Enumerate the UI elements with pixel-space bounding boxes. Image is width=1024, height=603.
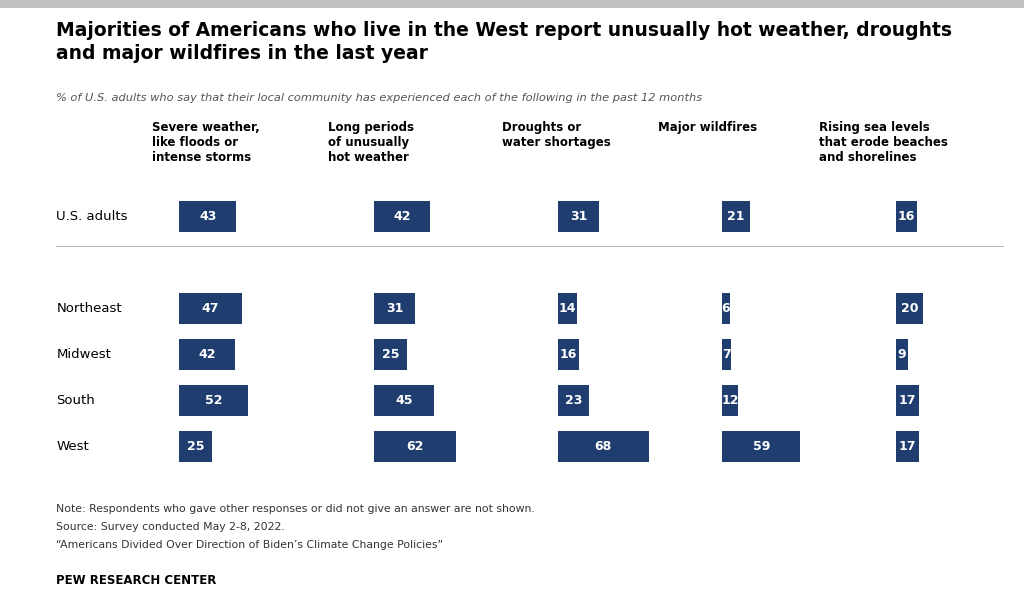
- Text: 21: 21: [727, 210, 744, 223]
- Text: Severe weather,
like floods or
intense storms: Severe weather, like floods or intense s…: [152, 121, 259, 163]
- Text: 16: 16: [560, 348, 578, 361]
- Text: 9: 9: [898, 348, 906, 361]
- Text: Major wildfires: Major wildfires: [658, 121, 758, 134]
- Text: PEW RESEARCH CENTER: PEW RESEARCH CENTER: [56, 574, 217, 587]
- Text: 6: 6: [722, 302, 730, 315]
- Text: 17: 17: [899, 440, 916, 453]
- Text: 31: 31: [570, 210, 588, 223]
- Text: Majorities of Americans who live in the West report unusually hot weather, droug: Majorities of Americans who live in the …: [56, 21, 952, 63]
- Text: 68: 68: [595, 440, 612, 453]
- Text: “Americans Divided Over Direction of Biden’s Climate Change Policies”: “Americans Divided Over Direction of Bid…: [56, 540, 443, 550]
- Text: Droughts or
water shortages: Droughts or water shortages: [502, 121, 610, 148]
- Text: 45: 45: [395, 394, 413, 407]
- Text: 42: 42: [393, 210, 411, 223]
- Text: 52: 52: [205, 394, 222, 407]
- Text: 23: 23: [564, 394, 582, 407]
- Text: 7: 7: [722, 348, 731, 361]
- Text: Rising sea levels
that erode beaches
and shorelines: Rising sea levels that erode beaches and…: [819, 121, 948, 163]
- Text: Midwest: Midwest: [56, 348, 112, 361]
- Text: Northeast: Northeast: [56, 302, 122, 315]
- Text: 25: 25: [382, 348, 399, 361]
- Text: % of U.S. adults who say that their local community has experienced each of the : % of U.S. adults who say that their loca…: [56, 93, 702, 104]
- Text: 62: 62: [407, 440, 424, 453]
- Text: U.S. adults: U.S. adults: [56, 210, 128, 223]
- Text: 43: 43: [199, 210, 216, 223]
- Text: 42: 42: [199, 348, 216, 361]
- Text: 59: 59: [753, 440, 770, 453]
- Text: 25: 25: [187, 440, 205, 453]
- Text: 20: 20: [900, 302, 919, 315]
- Text: 16: 16: [898, 210, 915, 223]
- Text: 17: 17: [899, 394, 916, 407]
- Text: Note: Respondents who gave other responses or did not give an answer are not sho: Note: Respondents who gave other respons…: [56, 504, 536, 514]
- Text: South: South: [56, 394, 95, 407]
- Text: Source: Survey conducted May 2-8, 2022.: Source: Survey conducted May 2-8, 2022.: [56, 522, 285, 532]
- Text: 12: 12: [721, 394, 738, 407]
- Text: 14: 14: [559, 302, 577, 315]
- Text: Long periods
of unusually
hot weather: Long periods of unusually hot weather: [328, 121, 414, 163]
- Text: West: West: [56, 440, 89, 453]
- Text: 31: 31: [386, 302, 403, 315]
- Text: 47: 47: [202, 302, 219, 315]
